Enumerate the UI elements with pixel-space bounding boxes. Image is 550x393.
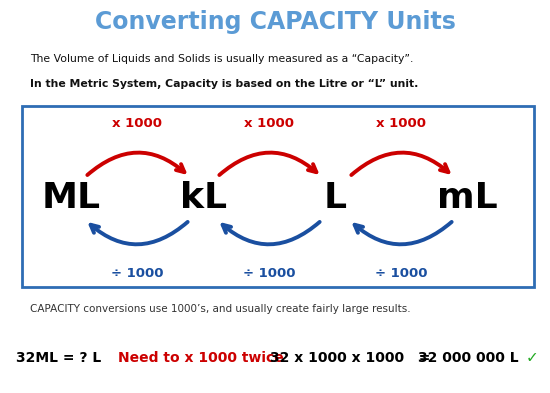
FancyBboxPatch shape	[22, 106, 534, 287]
Text: L: L	[324, 182, 347, 215]
Text: mL: mL	[437, 182, 498, 215]
Text: x 1000: x 1000	[113, 117, 162, 130]
Text: CAPACITY conversions use 1000’s, and usually create fairly large results.: CAPACITY conversions use 1000’s, and usu…	[30, 303, 411, 314]
Text: 32 000 000 L: 32 000 000 L	[418, 351, 519, 365]
Text: ÷ 1000: ÷ 1000	[111, 266, 164, 280]
Text: 32ML = ? L: 32ML = ? L	[16, 351, 102, 365]
Text: kL: kL	[180, 182, 227, 215]
Text: 32 x 1000 x 1000   =: 32 x 1000 x 1000 =	[270, 351, 430, 365]
Text: ✓: ✓	[525, 350, 538, 365]
Text: x 1000: x 1000	[245, 117, 294, 130]
Text: Converting CAPACITY Units: Converting CAPACITY Units	[95, 9, 455, 34]
Text: ÷ 1000: ÷ 1000	[243, 266, 296, 280]
Text: x 1000: x 1000	[377, 117, 426, 130]
Text: ML: ML	[42, 182, 101, 215]
Text: The Volume of Liquids and Solids is usually measured as a “Capacity”.: The Volume of Liquids and Solids is usua…	[30, 54, 414, 64]
Text: In the Metric System, Capacity is based on the Litre or “L” unit.: In the Metric System, Capacity is based …	[30, 79, 419, 90]
Text: ÷ 1000: ÷ 1000	[375, 266, 428, 280]
Text: Need to x 1000 twice: Need to x 1000 twice	[118, 351, 284, 365]
